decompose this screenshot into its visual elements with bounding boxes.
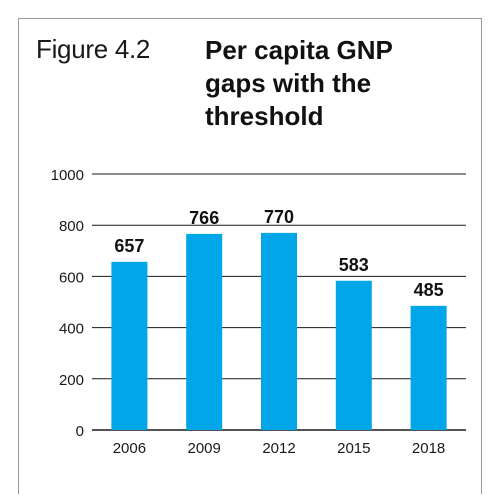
bar (335, 280, 372, 430)
y-tick-label: 600 (59, 269, 84, 286)
x-tick-label: 2006 (113, 440, 146, 457)
y-tick-label: 400 (59, 321, 84, 338)
data-label: 583 (339, 255, 369, 275)
y-tick-label: 200 (59, 372, 84, 389)
x-tick-label: 2009 (188, 440, 221, 457)
y-tick-label: 800 (59, 218, 84, 235)
figure-heading: Per capita GNP gaps with the threshold (205, 35, 393, 131)
x-tick-label: 2018 (412, 440, 445, 457)
x-tick-label: 2015 (337, 440, 370, 457)
data-label: 657 (114, 236, 144, 256)
x-tick-label: 2012 (262, 440, 295, 457)
figure-label: Figure 4.2 (36, 34, 151, 64)
bar (186, 233, 223, 430)
data-label: 485 (414, 280, 444, 300)
y-tick-label: 0 (76, 423, 84, 440)
bar (261, 232, 297, 430)
data-label: 766 (189, 208, 219, 228)
bar (111, 261, 148, 430)
y-tick-label: 1000 (51, 167, 84, 184)
bar (410, 305, 447, 430)
data-label: 770 (264, 207, 294, 227)
figure-frame (18, 18, 482, 494)
